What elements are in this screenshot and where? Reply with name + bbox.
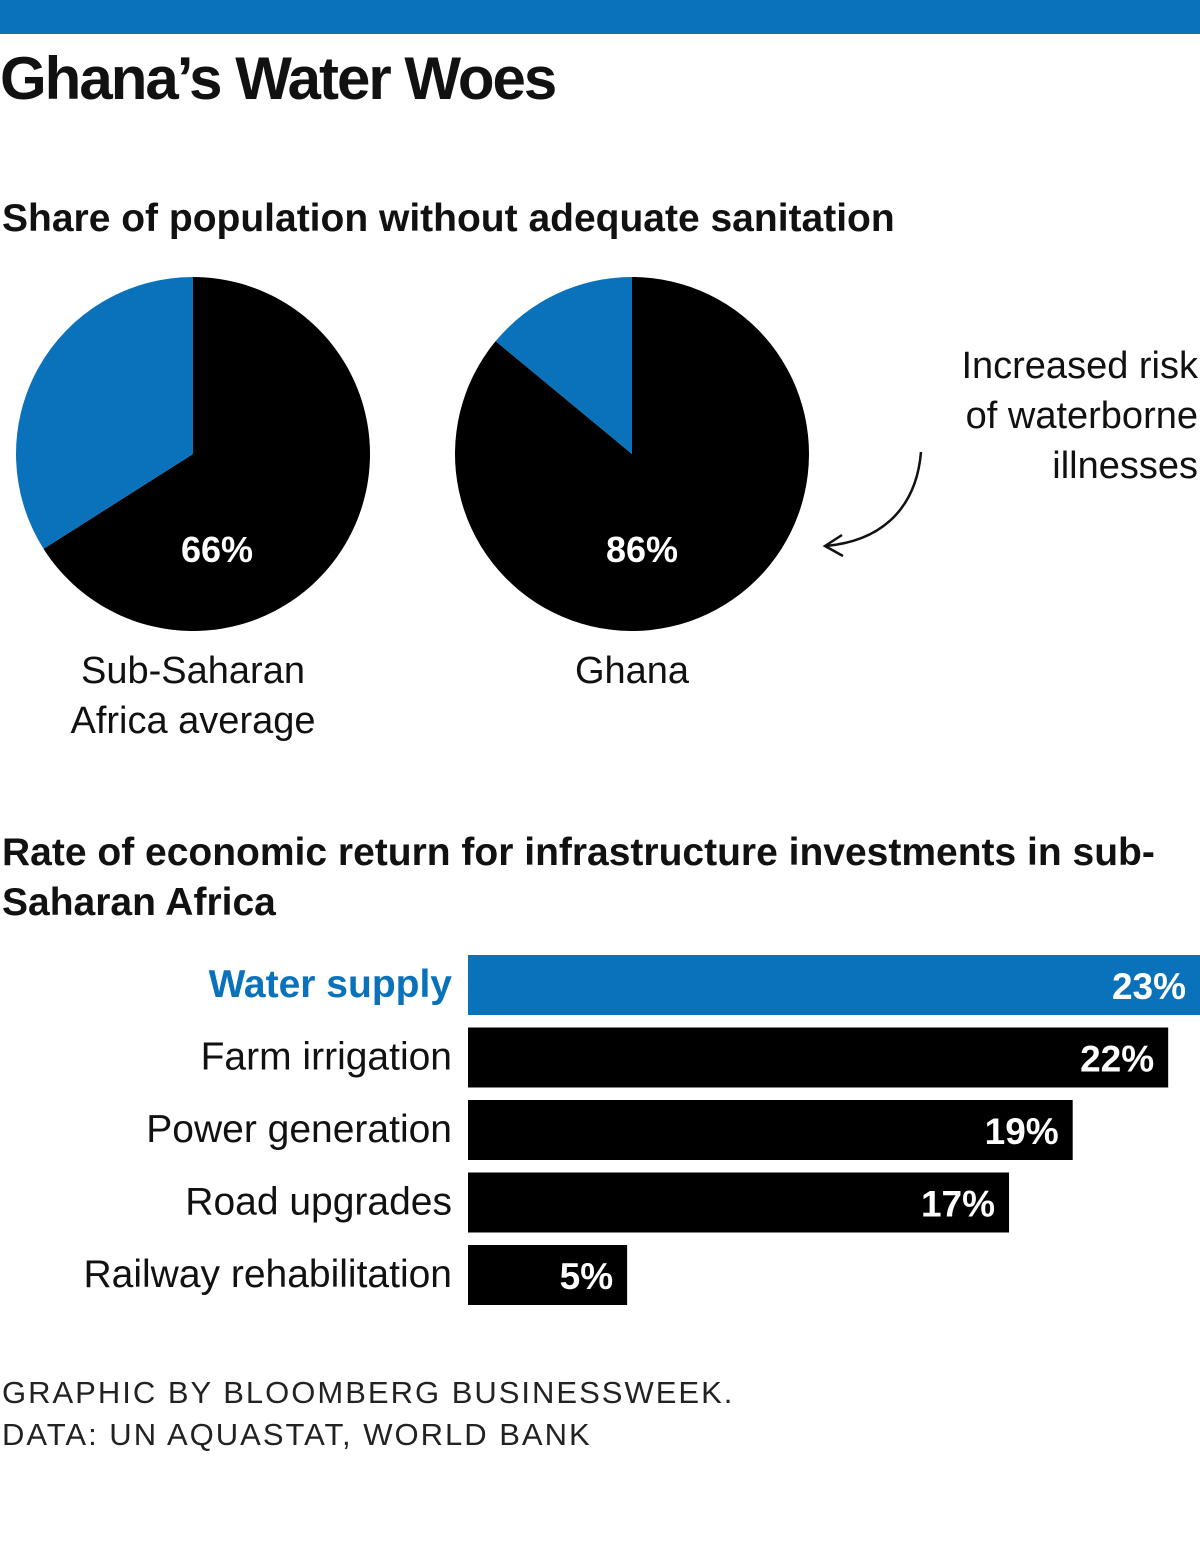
top-accent-bar xyxy=(0,0,1200,34)
bar-1 xyxy=(468,1027,1169,1088)
pie-value-label-0: 66% xyxy=(181,529,253,570)
annotation-line-2: illnesses xyxy=(1052,445,1198,487)
bar-value-label-2: 19% xyxy=(985,1111,1059,1152)
pie-slice-0-value xyxy=(43,277,370,632)
footer-credit: GRAPHIC BY BLOOMBERG BUSINESSWEEK. xyxy=(2,1375,735,1410)
bar-category-label-2: Power generation xyxy=(146,1108,452,1151)
annotation-arrowhead xyxy=(822,533,844,558)
pie-name-label-1-0: Ghana xyxy=(575,650,690,692)
annotation-arrow-line xyxy=(825,451,923,548)
annotation-line-0: Increased risk xyxy=(961,345,1199,387)
bar-section-title: Rate of economic return for infrastructu… xyxy=(2,831,1155,924)
bar-category-label-1: Farm irrigation xyxy=(201,1036,452,1079)
bar-value-label-0: 23% xyxy=(1112,966,1186,1007)
page-title: Ghana’s Water Woes xyxy=(0,45,557,112)
annotation-line-1: of waterborne xyxy=(966,395,1198,437)
footer-source: DATA: UN AQUASTAT, WORLD BANK xyxy=(2,1417,592,1452)
bar-category-label-4: Railway rehabilitation xyxy=(83,1253,452,1296)
bar-category-label-0: Water supply xyxy=(209,963,453,1006)
bar-value-label-1: 22% xyxy=(1080,1039,1154,1080)
bar-3 xyxy=(468,1172,1010,1233)
bar-4 xyxy=(468,1245,628,1305)
source-footer: GRAPHIC BY BLOOMBERG BUSINESSWEEK. DATA:… xyxy=(2,1372,734,1456)
pie-name-label-0-1: Africa average xyxy=(70,700,315,742)
bar-value-label-4: 5% xyxy=(560,1256,613,1297)
bar-2 xyxy=(468,1100,1073,1160)
pie-value-label-1: 86% xyxy=(606,529,678,570)
pie-name-label-0-0: Sub-Saharan xyxy=(81,650,305,692)
pie-section-title: Share of population without adequate san… xyxy=(2,197,895,240)
bar-0 xyxy=(468,955,1200,1015)
bar-value-label-3: 17% xyxy=(921,1184,995,1225)
bar-category-label-3: Road upgrades xyxy=(185,1181,452,1224)
pie-slice-0-remainder xyxy=(16,277,194,549)
pie-slice-1-remainder xyxy=(495,277,632,454)
